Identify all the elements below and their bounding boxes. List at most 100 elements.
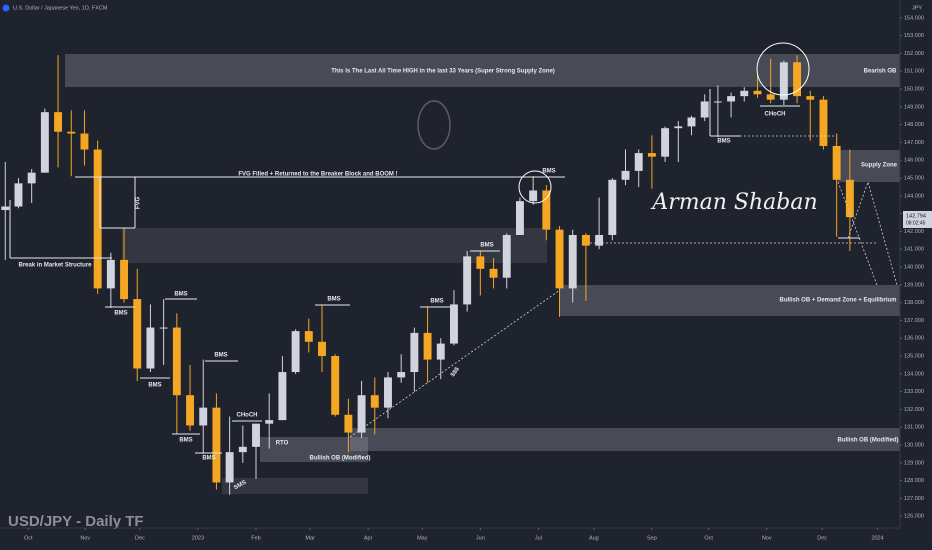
x-tick-label: Sep xyxy=(647,535,657,541)
liquidity-line xyxy=(349,289,561,438)
y-tick-label: 127.000 xyxy=(904,496,924,502)
y-tick-label: 133.000 xyxy=(904,389,924,395)
x-tick-label: Dec xyxy=(817,535,827,541)
candle-body xyxy=(67,131,76,134)
y-tick-label: 146.000 xyxy=(904,158,924,164)
demand-zone xyxy=(560,285,900,316)
candle-body xyxy=(595,234,604,246)
annotation: Bullish OB (Modified) xyxy=(310,456,371,462)
candle-body xyxy=(265,420,274,424)
y-tick-label: 144.000 xyxy=(904,193,924,199)
highlight-circle xyxy=(518,170,552,204)
candle-body xyxy=(27,172,36,184)
candle-body xyxy=(634,153,643,171)
candle-body xyxy=(14,183,23,207)
annotation: BMS xyxy=(327,297,340,303)
x-tick-label: 2024 xyxy=(871,535,883,541)
x-tick-label: May xyxy=(417,535,428,541)
candle-body xyxy=(740,90,749,97)
annotation: Bullish OB (Modified) xyxy=(838,438,899,444)
candle-body xyxy=(344,414,353,433)
y-tick-label: 153.000 xyxy=(904,33,924,39)
y-tick-label: 142.000 xyxy=(904,229,924,235)
candle-body xyxy=(489,268,498,278)
countdown: 08:02:45 xyxy=(906,220,926,226)
candle-body xyxy=(845,179,854,218)
annotation: BMS xyxy=(717,139,730,145)
x-tick-label: Dec xyxy=(135,535,145,541)
annotation: RTO xyxy=(276,441,289,447)
annotation: Bullish OB + Demand Zone + Equilibrium xyxy=(779,298,896,304)
supply-zone xyxy=(65,54,900,87)
candle-body xyxy=(621,170,630,180)
zones xyxy=(65,54,900,494)
y-tick-label: 130.000 xyxy=(904,442,924,448)
annotation: BMS xyxy=(174,292,187,298)
candle-body xyxy=(133,299,142,369)
candle-body xyxy=(436,343,445,360)
candle-body xyxy=(331,356,340,415)
y-tick-label: 147.000 xyxy=(904,140,924,146)
candle-body xyxy=(700,101,709,118)
candle-body xyxy=(423,332,432,360)
candle-body xyxy=(1,206,10,211)
annotation: FVG Filled + Returned to the Breaker Blo… xyxy=(238,172,397,178)
annotation: Bearish OB xyxy=(864,69,897,75)
annotation: BMS xyxy=(430,299,443,305)
y-tick-label: 129.000 xyxy=(904,460,924,466)
x-tick-label: Oct xyxy=(704,535,713,541)
candle-body xyxy=(172,327,181,396)
candle-body xyxy=(410,332,419,373)
highlight-circle xyxy=(756,42,810,96)
annotations: This Is The Last All Time HIGH in the la… xyxy=(8,69,899,530)
annotation: FVG xyxy=(136,197,142,210)
candles xyxy=(1,55,854,495)
annotation: CHoCH xyxy=(765,112,786,118)
candle-body xyxy=(370,395,379,408)
axes: 126.000 127.000 128.000 129.000 130.000 131.0… xyxy=(24,15,924,541)
drawings xyxy=(9,42,898,454)
breaker-block xyxy=(122,228,547,263)
y-tick-label: 148.000 xyxy=(904,122,924,128)
x-tick-label: Nov xyxy=(80,535,90,541)
candle-body xyxy=(304,331,313,342)
candle-body xyxy=(661,128,670,157)
bullish-ob-zone xyxy=(350,428,900,451)
signature: Arman Shaban xyxy=(650,190,817,215)
annotation: Supply Zone xyxy=(861,163,898,169)
y-tick-label: 134.000 xyxy=(904,371,924,377)
candle-body xyxy=(278,372,287,421)
candle-body xyxy=(54,112,63,132)
annotation: BMS xyxy=(202,456,215,462)
supply-zone-right xyxy=(838,150,900,182)
y-tick-label: 126.000 xyxy=(904,514,924,520)
candle-body xyxy=(225,452,234,483)
candle-body xyxy=(502,234,511,278)
candle-body xyxy=(806,96,815,100)
candle-body xyxy=(753,90,762,95)
candle-body xyxy=(93,149,102,289)
candle-body xyxy=(766,94,775,100)
annotation: BMS xyxy=(148,383,161,389)
sms-zone xyxy=(222,478,368,494)
candle-body xyxy=(515,201,524,235)
logo xyxy=(417,100,451,150)
annotation: BMS xyxy=(179,438,192,444)
candle-body xyxy=(727,96,736,102)
y-tick-label: 152.000 xyxy=(904,51,924,57)
y-tick-label: 138.000 xyxy=(904,300,924,306)
candle-body xyxy=(779,62,788,100)
candle-body xyxy=(199,407,208,426)
y-tick-label: 128.000 xyxy=(904,478,924,484)
y-tick-label: 137.000 xyxy=(904,318,924,324)
candle-body xyxy=(397,372,406,378)
candle-body xyxy=(146,327,155,369)
annotation: This Is The Last All Time HIGH in the la… xyxy=(331,69,555,75)
candle-body xyxy=(529,190,538,202)
candle-body xyxy=(832,145,841,180)
candle-body xyxy=(647,153,656,157)
candle-body xyxy=(318,341,326,357)
y-tick-label: 132.000 xyxy=(904,407,924,413)
price-axis xyxy=(900,0,932,550)
